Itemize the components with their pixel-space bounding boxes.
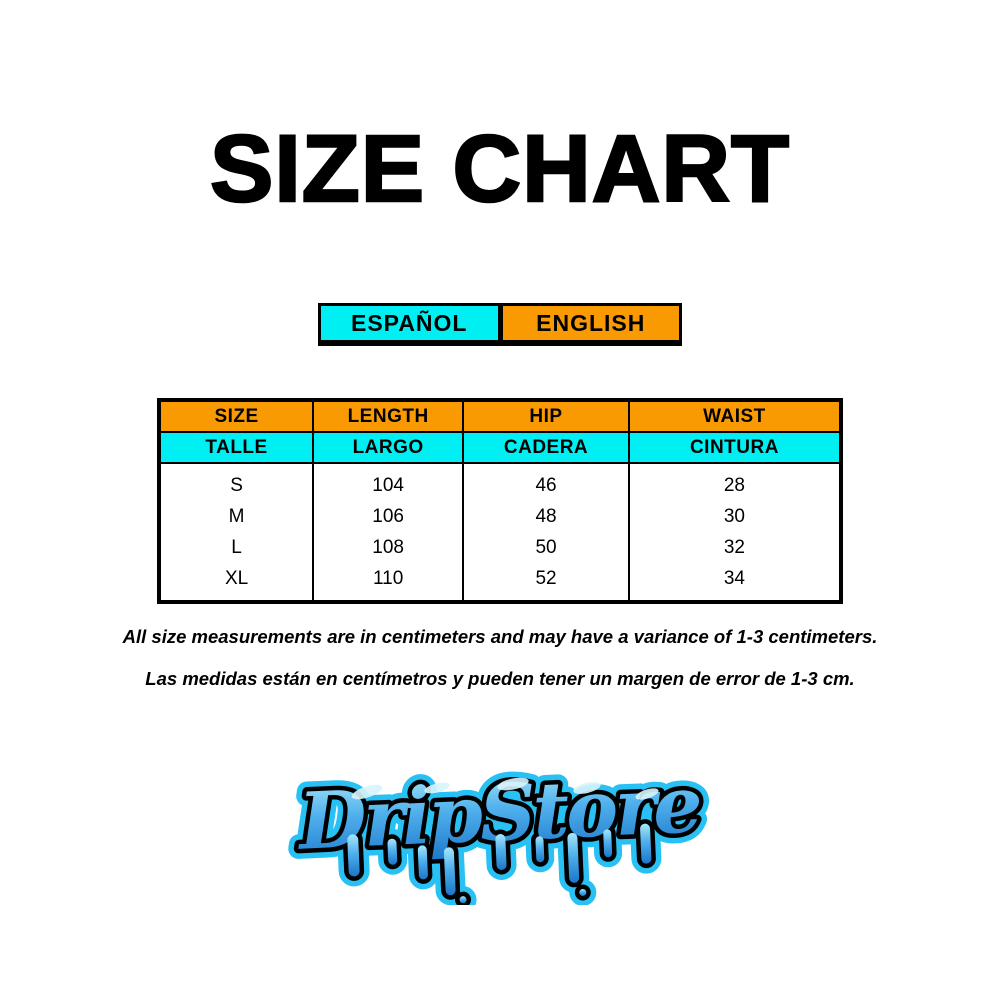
table-header-spanish: TALLE LARGO CADERA CINTURA (157, 431, 843, 464)
cell-waist: 28 (627, 463, 843, 501)
cell-size: L (157, 532, 315, 563)
table-row: L 108 50 32 (157, 532, 843, 563)
header-largo: LARGO (312, 431, 465, 464)
cell-hip: 48 (462, 501, 630, 532)
logo-highlights (351, 777, 659, 800)
cell-hip: 46 (462, 463, 630, 501)
language-tab-bar: ESPAÑOL ENGLISH (318, 303, 682, 346)
cell-length: 104 (312, 463, 465, 501)
cell-size: M (157, 501, 315, 532)
page-title: SIZE CHART (209, 116, 791, 222)
table-header-english: SIZE LENGTH HIP WAIST (157, 399, 843, 433)
table-row: S 104 46 28 (157, 463, 843, 501)
table-row: M 106 48 30 (157, 501, 843, 532)
cell-waist: 34 (627, 563, 843, 602)
cell-hip: 52 (462, 563, 630, 602)
cell-waist: 32 (627, 532, 843, 563)
cell-length: 110 (312, 563, 465, 602)
disclaimer-english: All size measurements are in centimeters… (122, 626, 878, 647)
dripstore-logo-svg: DripStore (285, 750, 715, 905)
header-hip: HIP (462, 399, 630, 433)
header-length: LENGTH (312, 399, 465, 433)
header-talle: TALLE (157, 431, 315, 464)
cell-waist: 30 (627, 501, 843, 532)
header-waist: WAIST (627, 399, 843, 433)
cell-length: 108 (312, 532, 465, 563)
header-cintura: CINTURA (627, 431, 843, 464)
table-row: XL 110 52 34 (157, 563, 843, 602)
dripstore-logo: DripStore (285, 750, 715, 905)
tab-english[interactable]: ENGLISH (497, 306, 679, 340)
cell-size: XL (157, 563, 315, 602)
cell-length: 106 (312, 501, 465, 532)
header-cadera: CADERA (462, 431, 630, 464)
cell-size: S (157, 463, 315, 501)
tab-espanol[interactable]: ESPAÑOL (321, 306, 498, 340)
disclaimer-spanish: Las medidas están en centímetros y puede… (145, 668, 855, 689)
size-table: SIZE LENGTH HIP WAIST TALLE LARGO CADERA… (157, 398, 843, 604)
header-size: SIZE (157, 399, 315, 433)
cell-hip: 50 (462, 532, 630, 563)
